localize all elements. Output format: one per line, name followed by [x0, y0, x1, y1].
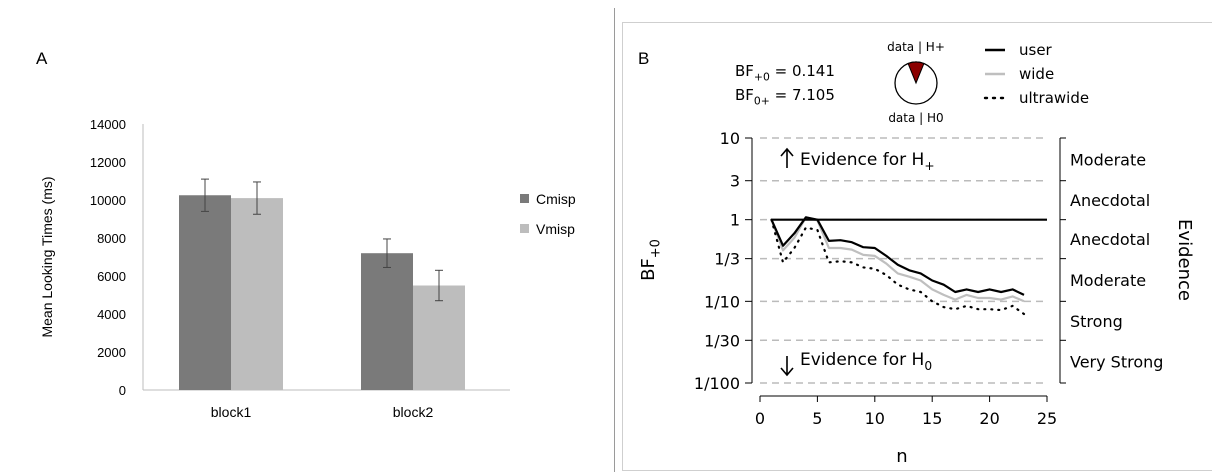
- arrow-up-icon: [780, 147, 794, 168]
- bar-vmisp-block2: [413, 285, 465, 390]
- x-tick-label-b: 0: [755, 409, 765, 428]
- legend-swatch-vmisp: [520, 224, 529, 233]
- x-tick-label-b: 20: [979, 409, 999, 428]
- panel-b-label: B: [638, 49, 649, 68]
- x-tick-label-b: 25: [1037, 409, 1057, 428]
- arrow-down-icon: [780, 356, 794, 377]
- y-tick-label-a: 2000: [97, 345, 126, 360]
- y-tick-label-a: 10000: [90, 193, 126, 208]
- bf-value-text: BF+0 = 0.141: [735, 62, 835, 84]
- x-tick-label-b: 10: [865, 409, 885, 428]
- legend-label-vmisp: Vmisp: [536, 221, 575, 237]
- legend-label-user: user: [1019, 41, 1053, 59]
- legend-label-cmisp: Cmisp: [536, 191, 576, 207]
- annotation-evidence-h-plus: Evidence for H+: [800, 150, 935, 173]
- series-line-ultrawide: [770, 218, 1026, 316]
- annotation-evidence-h-zero: Evidence for H0: [800, 350, 932, 373]
- evidence-category-label: Strong: [1070, 312, 1123, 331]
- series-line-user: [770, 216, 1025, 296]
- pie-label-bottom: data | H0: [888, 111, 943, 125]
- y-tick-label-b: 1: [730, 211, 740, 230]
- legend-label-wide: wide: [1019, 65, 1054, 83]
- y-tick-label-a: 8000: [97, 231, 126, 246]
- pie-slice-h-plus: [907, 61, 925, 85]
- bf-value-text: BF0+ = 7.105: [735, 86, 835, 108]
- y-tick-label-a: 14000: [90, 117, 126, 132]
- evidence-category-label: Anecdotal: [1070, 191, 1150, 210]
- y-axis-title-b: BF+0: [638, 239, 663, 281]
- y-tick-label-a: 0: [119, 383, 126, 398]
- y-tick-label-b: 1/10: [704, 292, 740, 311]
- y-tick-label-b: 10: [720, 129, 740, 148]
- evidence-category-label: Very Strong: [1070, 353, 1163, 372]
- evidence-category-label: Moderate: [1070, 271, 1146, 290]
- x-axis-title-b: n: [896, 446, 907, 467]
- right-axis-title-b: Evidence: [1174, 219, 1195, 301]
- y-tick-label-a: 4000: [97, 307, 126, 322]
- y-tick-label-a: 6000: [97, 269, 126, 284]
- evidence-category-label: Moderate: [1070, 150, 1146, 169]
- x-tick-label-b: 15: [922, 409, 942, 428]
- category-label: block2: [393, 404, 434, 420]
- y-axis-title-a: Mean Looking Times (ms): [39, 176, 55, 337]
- pie-label-top: data | H+: [887, 40, 945, 54]
- panel-divider: [614, 8, 615, 472]
- bar-cmisp-block1: [179, 195, 231, 390]
- y-tick-label-b: 1/30: [704, 331, 740, 350]
- y-tick-label-b: 1/100: [694, 374, 740, 393]
- legend-swatch-cmisp: [520, 194, 529, 203]
- bar-cmisp-block2: [361, 253, 413, 390]
- y-tick-label-a: 12000: [90, 155, 126, 170]
- legend-label-ultrawide: ultrawide: [1019, 89, 1089, 107]
- category-label: block1: [211, 404, 252, 420]
- evidence-category-label: Anecdotal: [1070, 230, 1150, 249]
- panel-a-label: A: [36, 49, 48, 68]
- chart-a: A 0 2000 4000 6000 8000 10000 12000 14000 block…: [36, 49, 576, 420]
- x-tick-label-b: 5: [812, 409, 822, 428]
- bar-vmisp-block1: [231, 198, 283, 390]
- y-tick-label-b: 3: [730, 172, 740, 191]
- y-tick-label-b: 1/3: [714, 250, 740, 269]
